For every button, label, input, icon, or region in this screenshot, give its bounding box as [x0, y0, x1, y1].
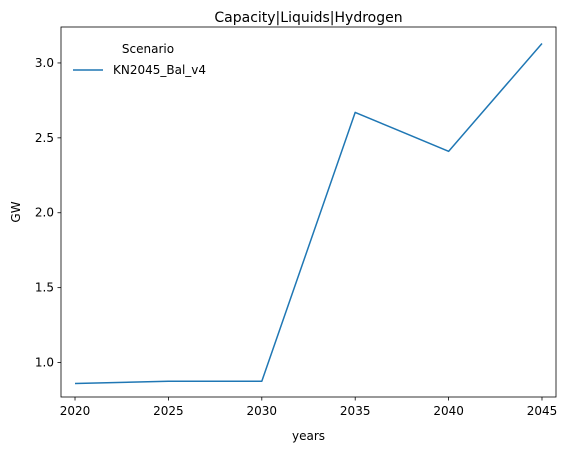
- chart-title: Capacity|Liquids|Hydrogen: [214, 10, 402, 26]
- axes-frame: [60, 26, 557, 398]
- x-tick-label: 2045: [527, 404, 558, 418]
- y-tick-label: 1.0: [35, 356, 54, 370]
- x-tick-label: 2025: [153, 404, 184, 418]
- y-axis-ticks: 1.0 1.5 2.0 2.5 3.0: [35, 56, 61, 370]
- x-tick-label: 2030: [247, 404, 278, 418]
- x-tick-label: 2020: [60, 404, 91, 418]
- x-tick-label: 2040: [433, 404, 464, 418]
- series-lines: [74, 42, 543, 385]
- y-tick-label: 2.5: [35, 131, 54, 145]
- x-tick-label: 2035: [340, 404, 371, 418]
- y-axis-label: GW: [9, 201, 23, 222]
- x-axis-ticks: 2020 2025 2030 2035 2040 2045: [60, 397, 558, 418]
- x-axis-label: years: [292, 429, 325, 443]
- y-tick-label: 1.5: [35, 281, 54, 295]
- legend-title: Scenario: [122, 42, 174, 56]
- y-tick-label: 3.0: [35, 56, 54, 70]
- series-line-0: [74, 42, 543, 385]
- legend-entry-label: KN2045_Bal_v4: [113, 63, 206, 77]
- y-tick-label: 2.0: [35, 206, 54, 220]
- legend: Scenario KN2045_Bal_v4: [73, 42, 206, 77]
- plot-area: 2020 2025 2030 2035 2040 2045 1.0 1.5 2.0 2.5 3.0: [35, 26, 558, 418]
